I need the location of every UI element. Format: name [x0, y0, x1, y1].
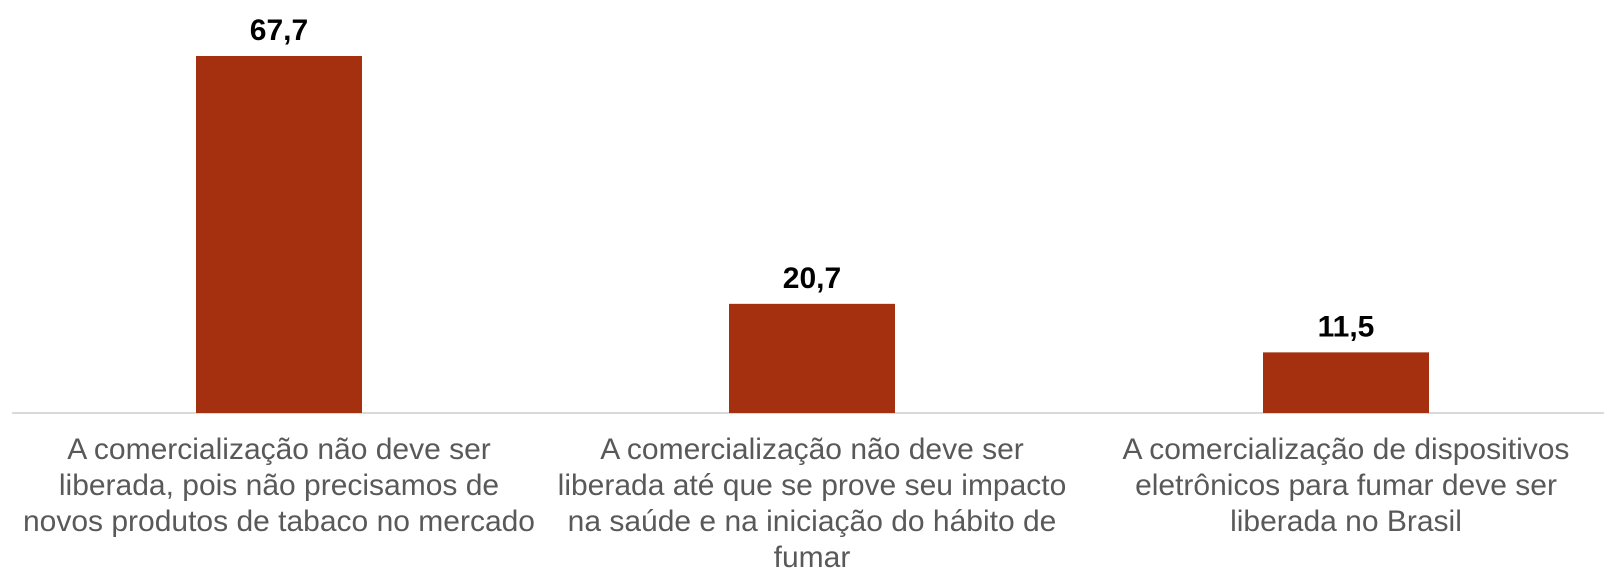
- value-label-1: 67,7: [250, 14, 308, 47]
- category-label-3: A comercialização de dispositivos eletrô…: [1122, 433, 1570, 538]
- value-label-3: 11,5: [1318, 310, 1375, 343]
- value-label-2: 20,7: [783, 262, 841, 295]
- category-label-2: A comercialização não deve ser liberada …: [557, 433, 1067, 574]
- bar-1: [196, 56, 362, 413]
- bar-2: [729, 303, 895, 413]
- category-label-1: A comercialização não deve ser liberada,…: [22, 433, 535, 538]
- bar-3: [1263, 352, 1429, 413]
